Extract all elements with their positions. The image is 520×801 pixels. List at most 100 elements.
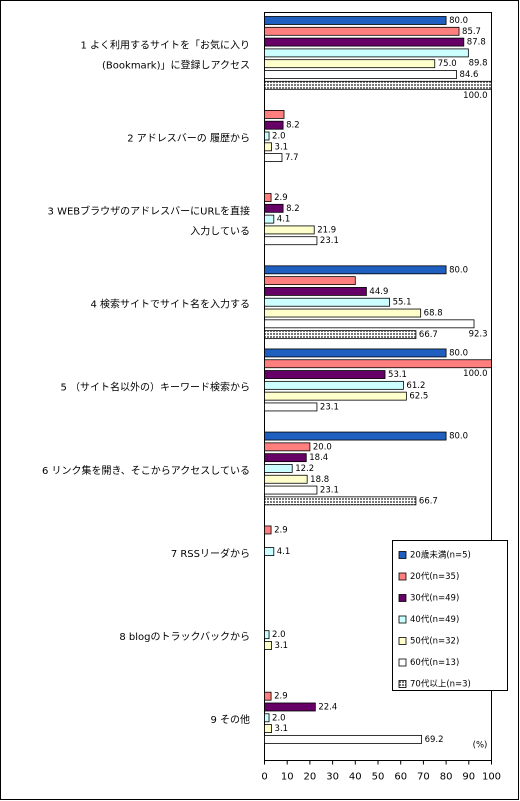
bar <box>264 16 447 25</box>
unit-label: (%) <box>473 741 488 751</box>
value-label: 100.0 <box>463 91 487 101</box>
value-label: 23.1 <box>320 236 339 246</box>
value-label: 66.7 <box>419 330 438 340</box>
value-label: 20.0 <box>313 442 332 452</box>
bar <box>264 276 356 286</box>
category-label: 3 WEBブラウザのアドレスバーにURLを直接 <box>48 205 250 218</box>
category-label: 6 リンク集を開き、そこからアクセスしている <box>42 464 250 477</box>
bar <box>264 203 284 213</box>
bar <box>264 142 272 152</box>
category-label: 7 RSSリーダから <box>171 547 250 560</box>
x-tick-label: 60 <box>394 772 407 783</box>
value-label: 66.7 <box>419 496 438 506</box>
category-label: 2 アドレスバーの 履歴から <box>127 132 250 144</box>
legend-swatch <box>398 658 407 667</box>
bar <box>264 48 469 58</box>
bar <box>264 370 386 379</box>
value-label: 8.2 <box>286 121 300 131</box>
value-label: 85.7 <box>462 27 481 37</box>
value-label: 2.0 <box>272 132 286 142</box>
bar <box>264 359 492 369</box>
bar <box>264 225 315 235</box>
value-label: 3.1 <box>275 641 289 651</box>
legend-label: 70代以上(n=3) <box>410 679 471 690</box>
bar <box>264 308 422 318</box>
value-label: 2.0 <box>272 630 286 640</box>
bar <box>264 525 272 535</box>
bar <box>264 193 272 202</box>
bar <box>264 485 318 495</box>
bar <box>264 496 417 506</box>
bar <box>264 547 275 556</box>
bar <box>264 431 447 441</box>
bar <box>264 265 447 275</box>
value-label: 3.1 <box>275 724 289 734</box>
bar <box>264 464 293 473</box>
legend-label: 60代(n=13) <box>410 657 459 668</box>
bar <box>264 380 404 390</box>
bar <box>264 70 457 79</box>
value-label: 8.2 <box>286 204 300 214</box>
value-label: 53.1 <box>388 370 407 380</box>
value-label: 68.8 <box>424 309 443 319</box>
value-label: 2.9 <box>274 193 288 203</box>
category-label: 入力している <box>190 225 250 238</box>
legend-label: 20代(n=35) <box>410 571 459 582</box>
bar <box>264 153 283 163</box>
value-label: 62.5 <box>409 392 428 402</box>
value-label: 18.4 <box>309 453 328 463</box>
bar <box>264 26 460 36</box>
value-label: 22.4 <box>318 702 337 712</box>
legend-label: 30代(n=49) <box>410 593 459 604</box>
legend-swatch <box>398 615 407 624</box>
bar <box>264 724 272 733</box>
x-tick-label: 10 <box>281 772 294 783</box>
legend-label: 20歳未満(n=5) <box>410 550 471 561</box>
value-label: 80.0 <box>449 348 468 358</box>
bar <box>264 474 308 484</box>
bar <box>264 702 316 712</box>
legend-label: 50代(n=32) <box>410 636 459 647</box>
bar <box>264 59 436 69</box>
x-tick-label: 0 <box>261 772 267 783</box>
value-label: 12.2 <box>295 464 314 474</box>
value-label: 80.0 <box>449 16 468 26</box>
bar <box>264 297 390 307</box>
value-label: 55.1 <box>393 298 412 308</box>
bar <box>264 330 417 340</box>
value-label: 75.0 <box>438 59 457 69</box>
value-label: 23.1 <box>320 486 339 496</box>
legend-swatch <box>398 680 407 688</box>
bar <box>264 236 318 246</box>
value-label: 2.9 <box>274 692 288 702</box>
legend <box>392 540 508 691</box>
value-label: 69.2 <box>425 735 444 745</box>
value-label: 92.3 <box>469 329 488 339</box>
bar <box>264 287 367 296</box>
x-tick-label: 100 <box>482 772 501 783</box>
bar <box>264 391 407 401</box>
bar <box>264 641 272 650</box>
value-label: 84.6 <box>460 70 479 80</box>
bar <box>264 402 318 412</box>
x-tick-label: 20 <box>304 772 317 783</box>
legend-swatch <box>398 594 407 602</box>
legend-label: 40代(n=49) <box>410 614 459 625</box>
value-label: 18.8 <box>310 475 329 485</box>
bar <box>264 37 465 47</box>
bar <box>264 453 307 463</box>
value-label: 100.0 <box>463 369 487 379</box>
value-label: 2.9 <box>274 525 288 535</box>
bar <box>264 734 422 744</box>
bar <box>264 131 270 141</box>
value-label: 44.9 <box>369 287 388 297</box>
value-label: 89.8 <box>469 58 488 68</box>
value-label: 80.0 <box>449 265 468 275</box>
category-label: 1 よく利用するサイトを「お気に入り <box>80 38 250 51</box>
legend-swatch <box>398 637 407 645</box>
bar <box>264 319 475 329</box>
bar <box>264 348 447 358</box>
